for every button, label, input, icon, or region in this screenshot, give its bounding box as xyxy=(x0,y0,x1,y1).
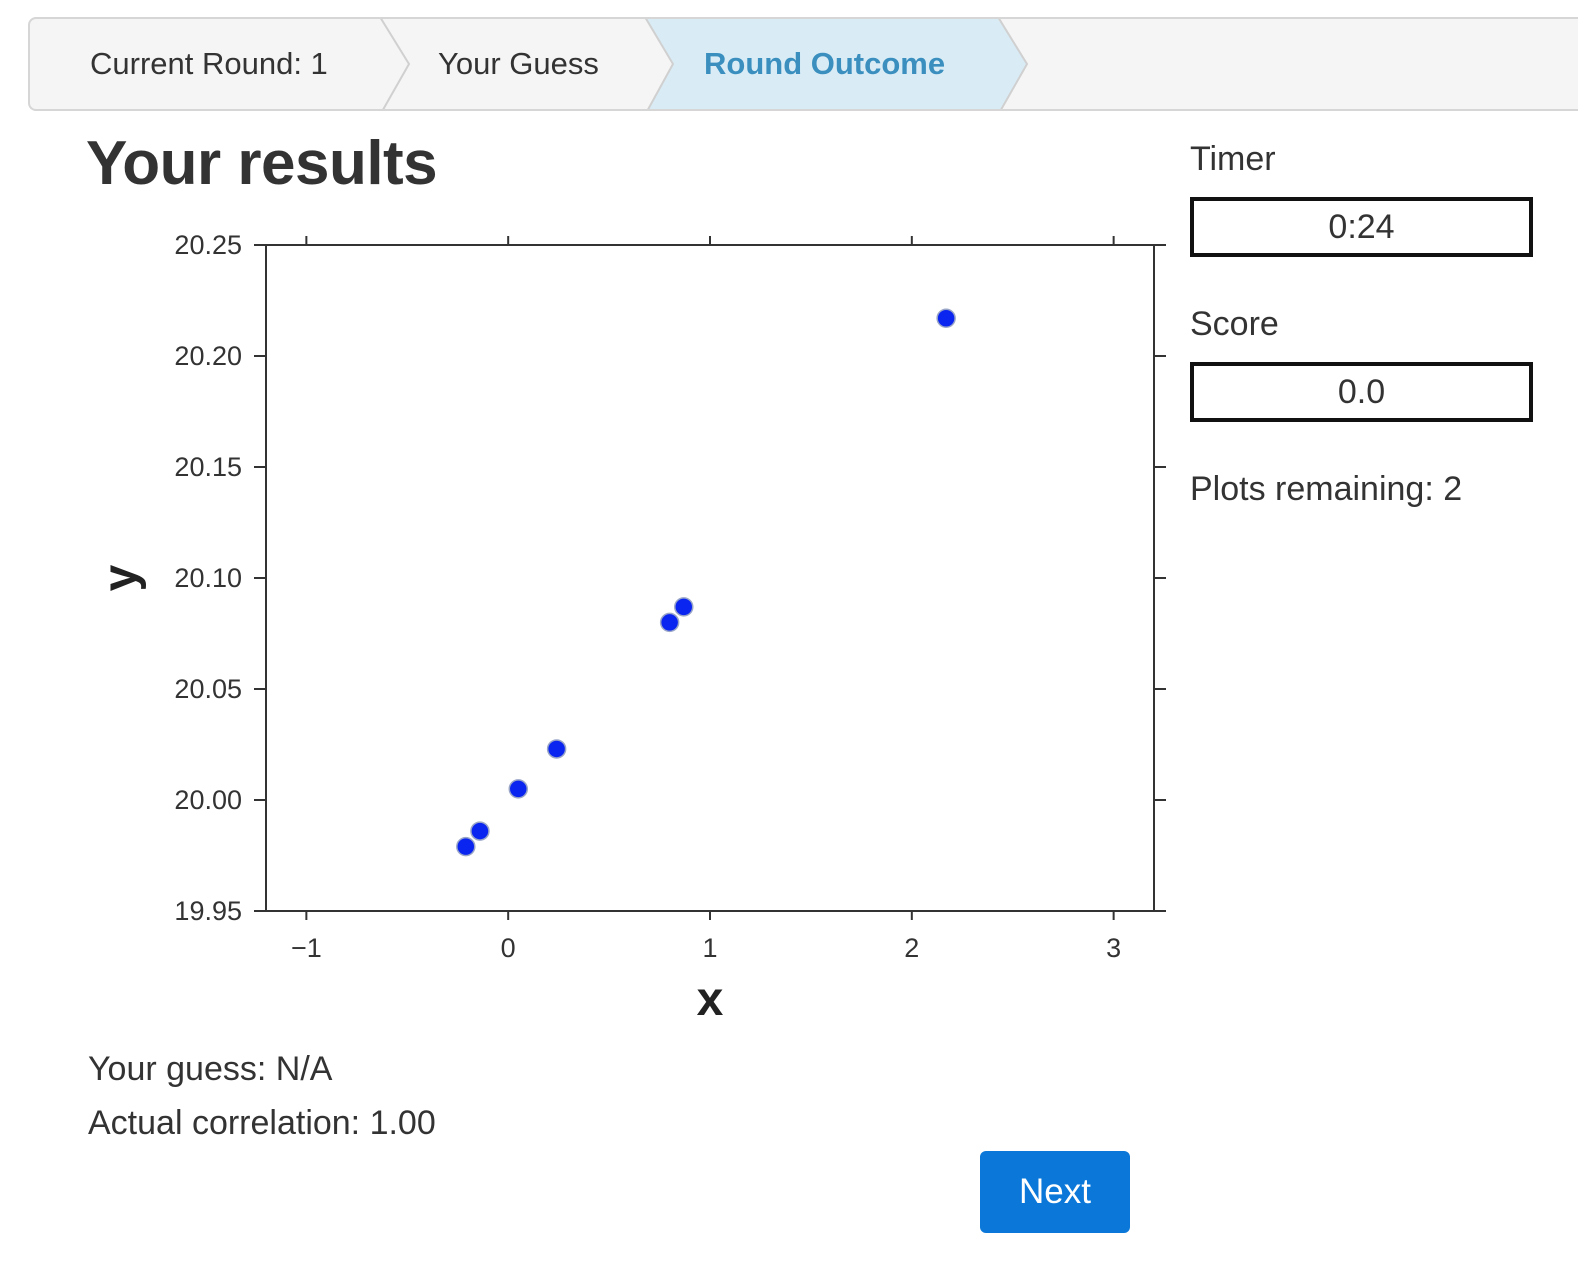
score-display: 0.0 xyxy=(1190,362,1533,422)
timer-display: 0:24 xyxy=(1190,197,1533,257)
page-title: Your results xyxy=(86,129,438,198)
step-round-outcome: Round Outcome xyxy=(704,46,946,81)
y-tick-label: 20.05 xyxy=(174,674,242,704)
x-tick-label: 2 xyxy=(904,933,919,963)
data-point xyxy=(674,597,694,617)
next-button[interactable]: Next xyxy=(980,1151,1130,1233)
x-tick-label: 1 xyxy=(702,933,717,963)
step-divider-2 xyxy=(645,19,675,109)
x-axis-label: x xyxy=(697,973,724,1025)
data-point xyxy=(936,308,956,329)
data-point xyxy=(659,612,680,633)
data-point xyxy=(508,779,529,799)
step-your-guess: Your Guess xyxy=(438,46,599,81)
y-axis-label: y xyxy=(100,564,147,591)
data-point xyxy=(470,821,490,841)
y-tick-label: 20.10 xyxy=(174,563,242,593)
x-tick-label: 3 xyxy=(1106,933,1121,963)
y-tick-label: 20.20 xyxy=(174,341,242,371)
y-tick-label: 20.15 xyxy=(174,452,242,482)
y-tick-label: 20.00 xyxy=(174,785,242,815)
round-steps-breadcrumb: Current Round: 1 Your Guess Round Outcom… xyxy=(28,17,1578,111)
data-point xyxy=(456,836,476,857)
plot-frame xyxy=(265,244,1155,912)
score-label: Score xyxy=(1190,305,1279,343)
data-point xyxy=(546,739,567,759)
y-tick-label: 19.95 xyxy=(174,896,242,926)
your-guess-text: Your guess: N/A xyxy=(88,1050,333,1088)
active-step-background xyxy=(645,19,1027,109)
y-tick-label: 20.25 xyxy=(174,230,242,260)
x-tick-label: −1 xyxy=(291,933,322,963)
step-divider-3 xyxy=(998,19,1029,109)
step-divider-1 xyxy=(380,19,411,109)
plots-remaining-text: Plots remaining: 2 xyxy=(1190,470,1463,508)
x-tick-label: 0 xyxy=(501,933,516,963)
actual-correlation-text: Actual correlation: 1.00 xyxy=(88,1104,436,1142)
scatter-plot: −1 0 1 2 3 19.95 20.00 20.05 20.10 20.15 20.20 20.2… xyxy=(100,230,1166,1025)
timer-label: Timer xyxy=(1190,140,1276,178)
breadcrumb-chevrons xyxy=(380,19,1029,109)
step-current-round: Current Round: 1 xyxy=(90,46,328,81)
